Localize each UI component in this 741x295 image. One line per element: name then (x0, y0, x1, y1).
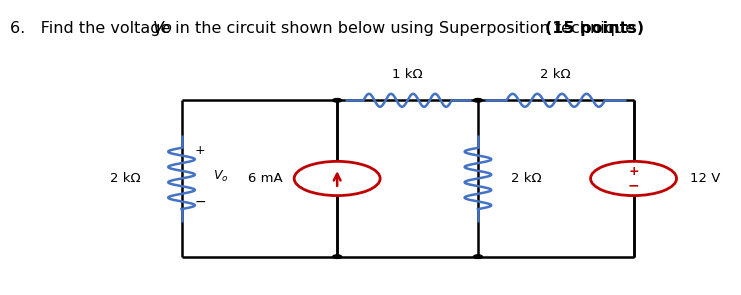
Text: −: − (195, 194, 207, 209)
Circle shape (294, 161, 380, 196)
Text: 2 kΩ: 2 kΩ (540, 68, 571, 81)
Circle shape (473, 99, 482, 102)
Text: +: + (628, 165, 639, 178)
Text: 2 kΩ: 2 kΩ (110, 172, 141, 185)
Circle shape (473, 255, 482, 258)
Text: in the circuit shown below using Superposition technique: in the circuit shown below using Superpo… (170, 21, 641, 36)
Text: (15 points): (15 points) (545, 21, 644, 36)
Text: Vo: Vo (153, 21, 173, 36)
Text: 2 kΩ: 2 kΩ (511, 172, 542, 185)
Text: 6.   Find the voltage: 6. Find the voltage (10, 21, 175, 36)
Text: +: + (195, 144, 205, 157)
Text: 12 V: 12 V (690, 172, 720, 185)
Text: 1 kΩ: 1 kΩ (392, 68, 423, 81)
Text: 6 mA: 6 mA (248, 172, 283, 185)
Circle shape (333, 255, 342, 258)
Text: −: − (628, 179, 639, 193)
Circle shape (333, 99, 342, 102)
Circle shape (591, 161, 677, 196)
Text: $V_o$: $V_o$ (213, 168, 228, 184)
